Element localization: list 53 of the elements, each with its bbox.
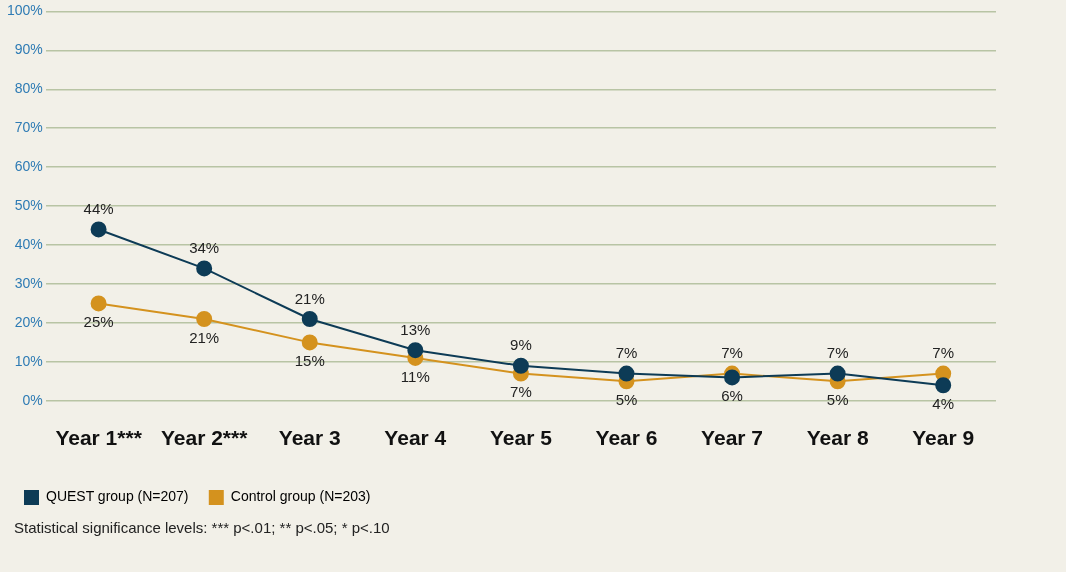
y-tick-label: 40% (14, 235, 43, 252)
data-label: 6% (721, 387, 743, 405)
data-label: 7% (826, 344, 849, 362)
data-label: 25% (83, 313, 114, 331)
data-label: 7% (932, 344, 955, 362)
y-tick-label: 100% (6, 2, 43, 19)
data-label: 21% (294, 289, 325, 307)
point (90, 295, 107, 312)
y-tick-label: 50% (14, 196, 43, 213)
point (512, 357, 529, 374)
x-tick-label: Year 5 (489, 426, 553, 450)
text: Statistical significance levels: *** p<.01; ** p<.05; * p<.10 (13, 518, 391, 538)
x-tick-label: Year 6 (595, 426, 658, 450)
x-tick-label: Year 9 (912, 426, 975, 450)
point (407, 342, 424, 359)
point (301, 334, 318, 351)
data-label: 5% (615, 390, 638, 408)
point (935, 377, 952, 394)
data-label: 34% (189, 239, 220, 257)
data-label: 13% (400, 320, 431, 338)
x-tick-label: Year 8 (806, 426, 869, 450)
y-tick-label: 0% (22, 391, 43, 408)
legend-label: QUEST group (N=207) (46, 488, 189, 505)
data-label: 11% (400, 367, 430, 385)
y-tick-label: 80% (14, 80, 43, 97)
point (301, 311, 318, 328)
y-tick-label: 10% (14, 352, 43, 369)
y-tick-label: 30% (14, 274, 43, 291)
point (196, 260, 213, 277)
legend-label: Control group (N=203) (230, 488, 371, 505)
x-tick-label: Year 2*** (160, 426, 249, 450)
data-label: 9% (510, 336, 532, 354)
data-label: 44% (83, 200, 114, 218)
point (90, 221, 107, 238)
data-label: 21% (189, 328, 220, 346)
data-label: 15% (294, 352, 325, 370)
y-tick-label: 60% (14, 158, 43, 175)
x-tick-label: Year 1*** (55, 426, 143, 450)
y-tick-label: 20% (14, 313, 43, 330)
data-label: 4% (932, 394, 955, 412)
point (829, 365, 846, 382)
data-label: 7% (615, 344, 638, 362)
data-label: 7% (721, 344, 743, 362)
x-tick-label: Year 3 (278, 426, 341, 450)
x-tick-label: Year 4 (384, 426, 447, 450)
point (196, 311, 213, 328)
point (618, 365, 635, 382)
data-label: 5% (826, 390, 849, 408)
x-tick-label: Year 7 (701, 426, 764, 450)
y-tick-label: 90% (14, 41, 43, 58)
data-label: 7% (510, 383, 532, 401)
point (724, 369, 741, 386)
y-tick-label: 70% (14, 119, 43, 136)
